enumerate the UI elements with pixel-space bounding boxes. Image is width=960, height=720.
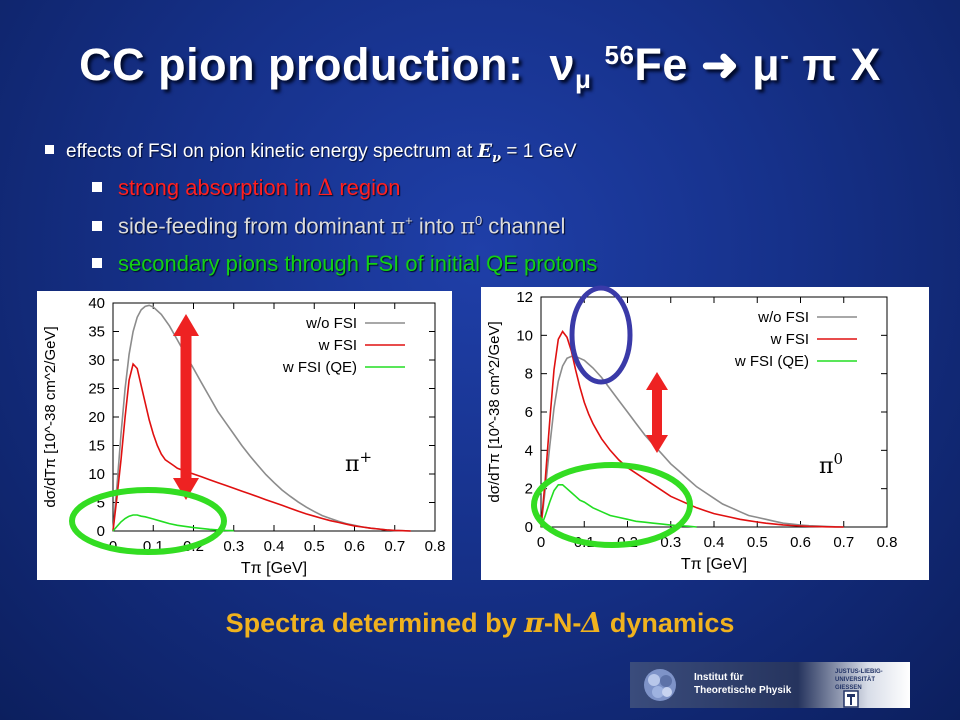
y-tick-label: 2 <box>525 481 533 498</box>
x-tick-label: 0 <box>109 538 117 555</box>
bullet-square-icon <box>45 145 54 155</box>
x-axis-label: Tπ [GeV] <box>681 556 747 573</box>
x-tick-label: 0.7 <box>833 534 854 551</box>
chart-pi-zero: 0 0.1 0.2 0.3 0.4 0.5 0.6 0.7 0.8 0 2 4 6 8 10 12 Tπ [Ge… <box>486 289 898 573</box>
chart-pi-plus: 0 0.1 0.2 0.3 0.4 0.5 0.6 0.7 0.8 0 5 10 15 20 25 30 35 4… <box>42 295 446 577</box>
plot-frame <box>540 296 888 528</box>
particle-label: π+ <box>345 448 372 477</box>
series-line <box>112 514 234 532</box>
slide-title: CC pion production: νμ 56Fe ➜ μ- π X <box>79 39 881 94</box>
series-line <box>112 304 411 532</box>
institute-name: Institut für Theoretische Physik <box>694 672 792 696</box>
bullet-fsi-effects: effects of FSI on pion kinetic energy sp… <box>45 140 577 166</box>
x-tick-label: 0 <box>537 534 545 551</box>
x-tick-label: 0.6 <box>344 538 365 555</box>
y-tick-label: 6 <box>525 404 533 421</box>
x-tick-label: 0.3 <box>223 538 244 555</box>
x-axis-label: Tπ [GeV] <box>241 560 307 577</box>
bullet-side-feeding: side-feeding from dominant π+ into π0 ch… <box>92 213 565 239</box>
series-line <box>540 484 697 528</box>
y-tick-label: 12 <box>516 289 533 306</box>
x-tick-label: 0.1 <box>143 538 164 555</box>
y-tick-label: 4 <box>525 442 533 459</box>
chart-pi-plus-panel: 0 0.1 0.2 0.3 0.4 0.5 0.6 0.7 0.8 0 5 10 15 20 25 30 35 4… <box>37 291 452 580</box>
x-tick-label: 0.6 <box>790 534 811 551</box>
y-tick-label: 0 <box>97 523 105 540</box>
legend-label: w FSI (QE) <box>282 359 357 376</box>
legend-label: w FSI (QE) <box>734 353 809 370</box>
legend-label: w FSI <box>318 337 357 354</box>
chart-pi-zero-panel: 0 0.1 0.2 0.3 0.4 0.5 0.6 0.7 0.8 0 2 4 6 8 10 12 Tπ [Ge… <box>481 287 929 580</box>
y-tick-label: 15 <box>88 438 105 455</box>
x-tick-label: 0.2 <box>183 538 204 555</box>
x-tick-label: 0.3 <box>660 534 681 551</box>
y-tick-label: 5 <box>97 495 105 512</box>
particle-charge: 0 <box>833 450 843 468</box>
y-tick-label: 35 <box>88 324 105 341</box>
particle-label: π0 <box>819 450 843 479</box>
x-tick-label: 0.8 <box>425 538 446 555</box>
x-tick-label: 0.1 <box>574 534 595 551</box>
university-name: JUSTUS-LIEBIG- UNIVERSITÄT GIESSEN <box>835 669 883 691</box>
x-tick-label: 0.5 <box>747 534 768 551</box>
x-tick-label: 0.7 <box>384 538 405 555</box>
bullet-secondary-pions: secondary pions through FSI of initial Q… <box>92 251 597 277</box>
institute-logo: Institut für Theoretische Physik JUSTUS-… <box>630 662 910 708</box>
legend-label: w FSI <box>770 331 809 348</box>
y-tick-label: 8 <box>525 366 533 383</box>
x-tick-label: 0.4 <box>704 534 725 551</box>
y-tick-label: 10 <box>516 327 533 344</box>
x-tick-label: 0.5 <box>304 538 325 555</box>
bullet-square-icon <box>92 220 102 231</box>
y-tick-label: 40 <box>88 295 105 312</box>
plot-frame <box>112 302 436 532</box>
series-line <box>112 362 411 532</box>
bullet-square-icon <box>92 182 102 193</box>
y-axis-label: dσ/dTπ [10^-38 cm^2/GeV] <box>486 321 503 502</box>
x-tick-label: 0.2 <box>617 534 638 551</box>
y-axis-label: dσ/dTπ [10^-38 cm^2/GeV] <box>42 326 59 507</box>
arrow-right-icon: ➜ <box>700 39 740 90</box>
y-tick-label: 10 <box>88 466 105 483</box>
institute-emblem-icon <box>644 669 676 701</box>
x-tick-label: 0.4 <box>264 538 285 555</box>
series-line <box>540 355 844 528</box>
bullet-square-icon <box>92 258 102 269</box>
particle-charge: + <box>359 448 372 466</box>
university-crest-icon <box>843 690 859 708</box>
caption: Spectra determined by π-N-Δ dynamics <box>225 608 735 639</box>
y-tick-label: 20 <box>88 409 105 426</box>
legend-label: w/o FSI <box>757 309 809 326</box>
bullet-absorption: strong absorption in Δ region <box>92 175 401 201</box>
y-tick-label: 30 <box>88 352 105 369</box>
y-tick-label: 0 <box>525 519 533 536</box>
legend-label: w/o FSI <box>305 315 357 332</box>
x-tick-label: 0.8 <box>877 534 898 551</box>
y-tick-label: 25 <box>88 381 105 398</box>
